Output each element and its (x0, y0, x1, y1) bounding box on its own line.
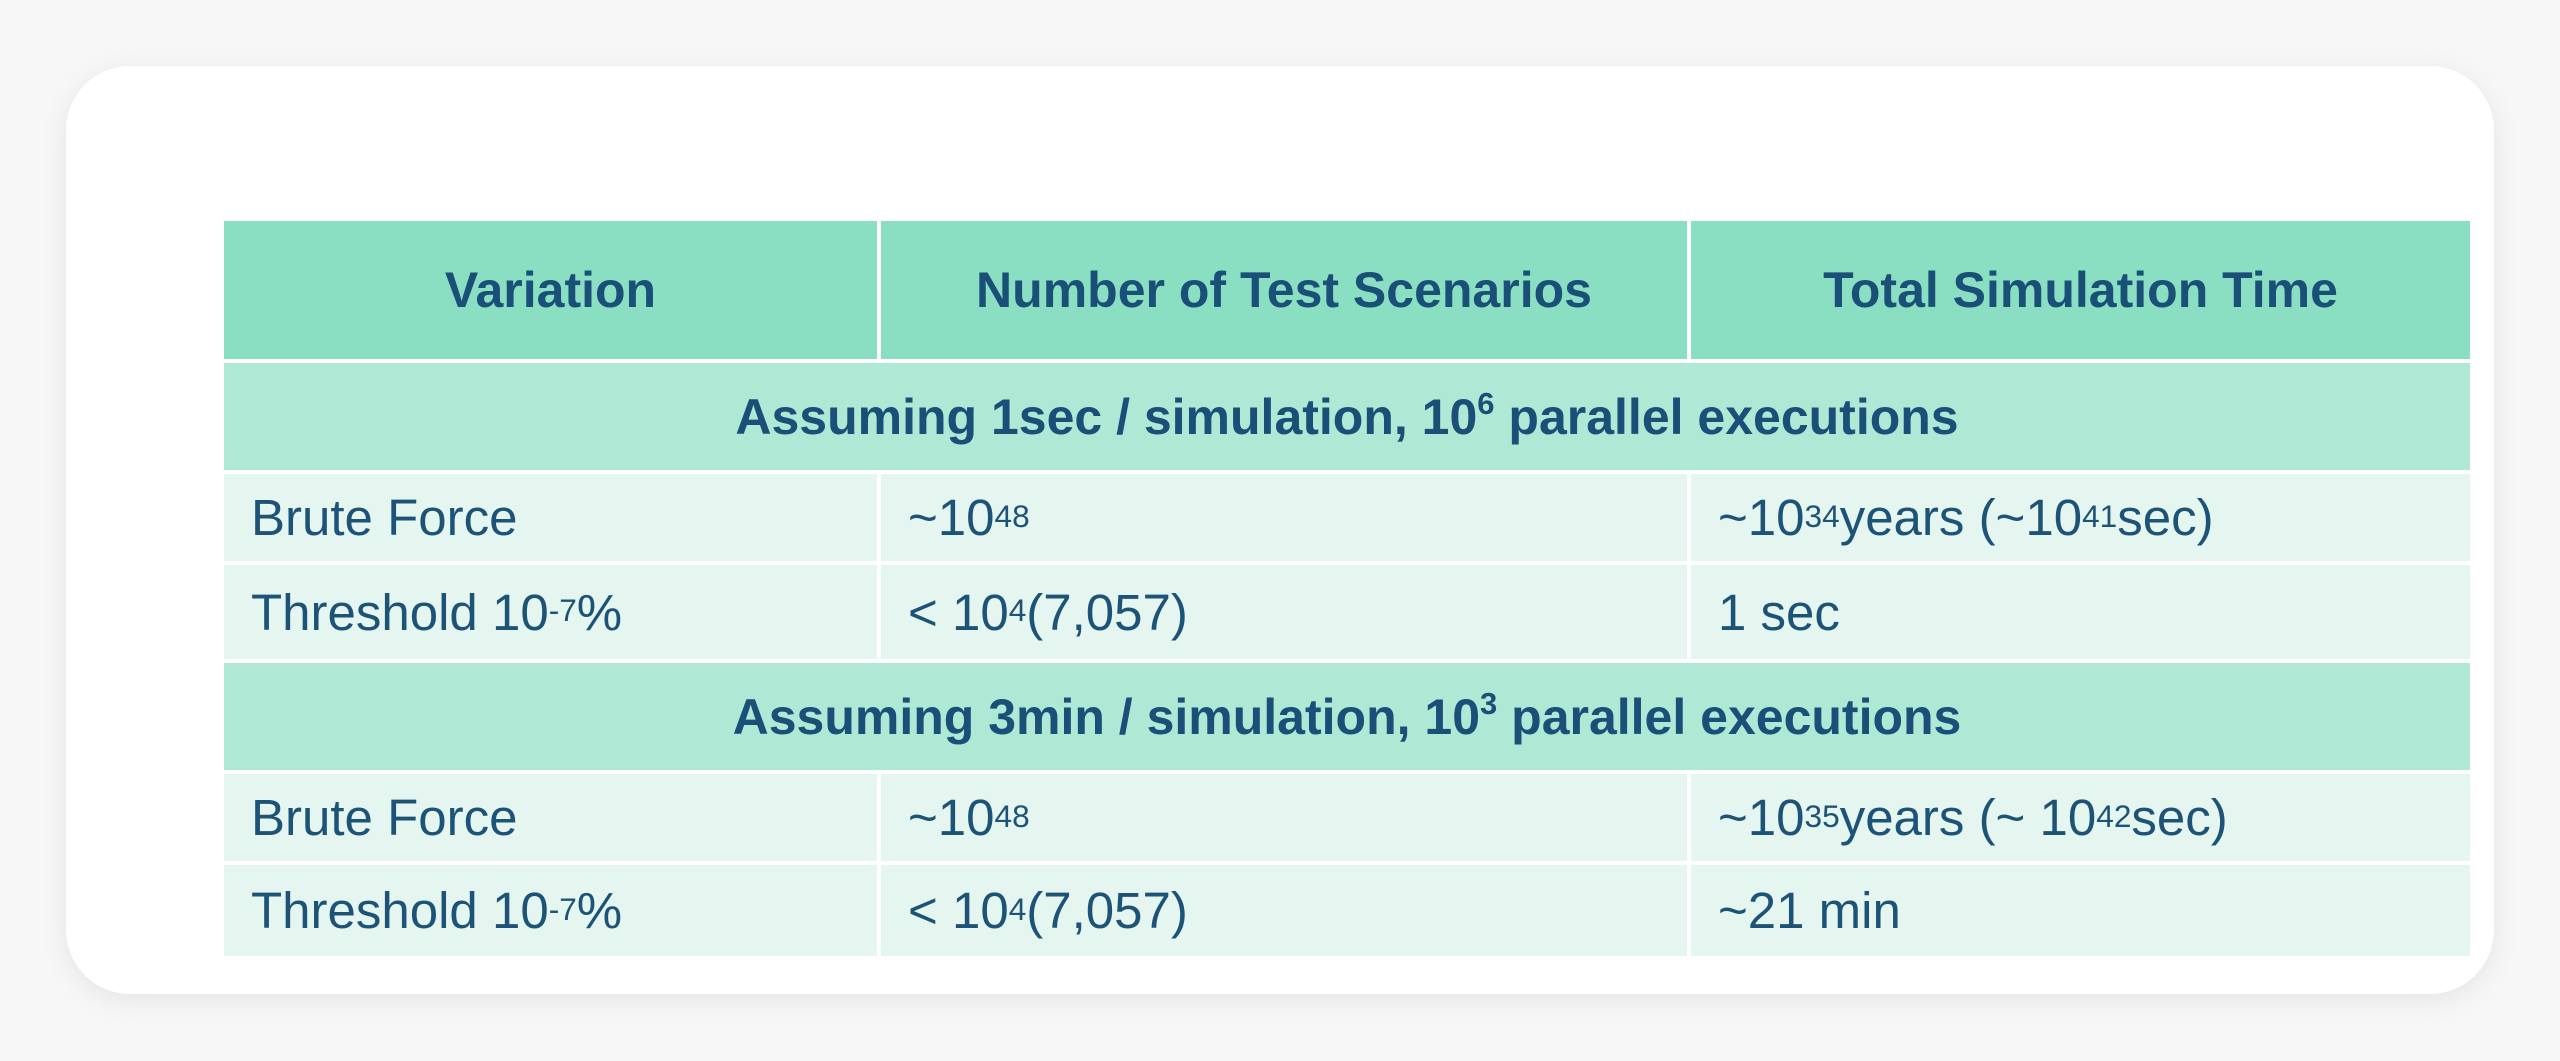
section-header-row: Assuming 1sec / simulation, 106 parallel… (224, 363, 2470, 474)
table-row: Threshold 10 -7 % < 10 4 (7,057) 1 sec (224, 565, 2470, 663)
cell-scenarios: < 10 4 (7,057) (881, 565, 1691, 659)
header-total-simulation-time: Total Simulation Time (1823, 262, 2338, 318)
cell-time: 1 sec (1718, 583, 1840, 641)
header-number-of-test-scenarios: Number of Test Scenarios (881, 221, 1691, 359)
cell-time: ~10 34 years (~10 41 sec) (1718, 489, 2214, 546)
cell-variation: Brute Force (224, 474, 881, 561)
simulation-table: Variation Number of Test Scenarios Total… (224, 221, 2470, 956)
cell-variation: Threshold 10 -7 % (224, 565, 881, 659)
cell-time: ~10 35 years (~ 10 42 sec) (1718, 789, 2228, 846)
cell-scenarios: < 10 4 (7,057) (881, 865, 1691, 956)
cell-scenarios: ~10 48 (881, 474, 1691, 561)
table-row: Brute Force ~10 48 ~10 35 years (~ 10 42 se… (224, 774, 2470, 865)
cell-scenarios: ~10 48 (881, 774, 1691, 861)
section-title: Assuming 1sec / simulation, 106 parallel… (735, 386, 1959, 445)
table-row: Brute Force ~10 48 ~10 34 years (~10 41 sec… (224, 474, 2470, 565)
cell-time: ~21 min (1718, 882, 1901, 939)
cell-variation: Threshold 10 -7 % (224, 865, 881, 956)
cell-variation: Brute Force (224, 774, 881, 861)
header-variation: Variation (224, 221, 881, 359)
section-title: Assuming 3min / simulation, 103 parallel… (732, 686, 1962, 745)
card: Variation Number of Test Scenarios Total… (66, 66, 2494, 994)
table-header-row: Variation Number of Test Scenarios Total… (224, 221, 2470, 363)
section-header-row: Assuming 3min / simulation, 103 parallel… (224, 663, 2470, 774)
table-row: Threshold 10 -7 % < 10 4 (7,057) ~21 min (224, 865, 2470, 956)
